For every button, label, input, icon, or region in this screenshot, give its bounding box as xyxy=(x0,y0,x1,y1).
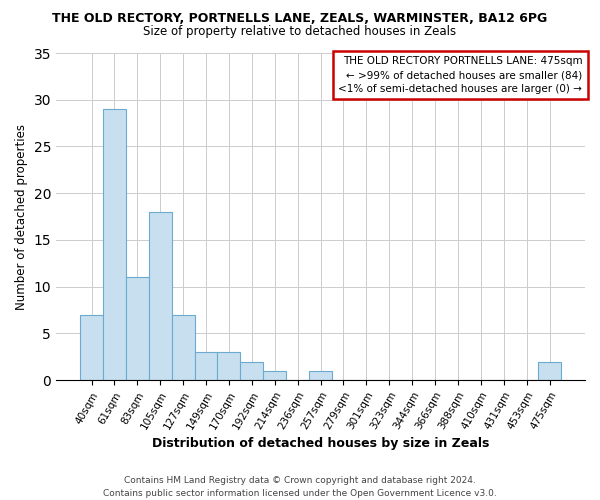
Text: Contains HM Land Registry data © Crown copyright and database right 2024.
Contai: Contains HM Land Registry data © Crown c… xyxy=(103,476,497,498)
Text: Size of property relative to detached houses in Zeals: Size of property relative to detached ho… xyxy=(143,25,457,38)
Bar xyxy=(172,315,194,380)
Text: THE OLD RECTORY, PORTNELLS LANE, ZEALS, WARMINSTER, BA12 6PG: THE OLD RECTORY, PORTNELLS LANE, ZEALS, … xyxy=(52,12,548,26)
X-axis label: Distribution of detached houses by size in Zeals: Distribution of detached houses by size … xyxy=(152,437,489,450)
Bar xyxy=(194,352,217,380)
Bar xyxy=(149,212,172,380)
Bar xyxy=(80,315,103,380)
Y-axis label: Number of detached properties: Number of detached properties xyxy=(15,124,28,310)
Bar xyxy=(126,278,149,380)
Bar xyxy=(263,371,286,380)
Bar xyxy=(103,109,126,380)
Bar xyxy=(241,362,263,380)
Bar xyxy=(217,352,241,380)
Text: THE OLD RECTORY PORTNELLS LANE: 475sqm
← >99% of detached houses are smaller (84: THE OLD RECTORY PORTNELLS LANE: 475sqm ←… xyxy=(338,56,583,94)
Bar xyxy=(538,362,561,380)
Bar xyxy=(309,371,332,380)
